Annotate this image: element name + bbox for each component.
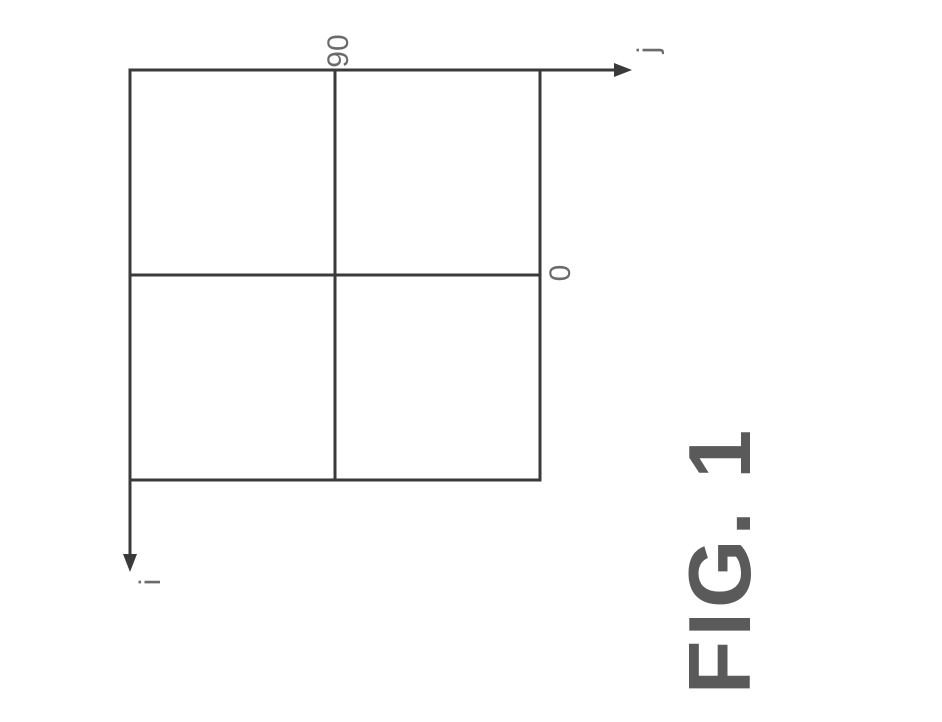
i-axis-arrow [123, 480, 137, 572]
j-axis-label: j [632, 47, 665, 55]
grid [130, 70, 540, 480]
tick-label-0: 90 [322, 34, 355, 67]
i-axis-label: i [134, 579, 167, 586]
j-axis-arrow [540, 63, 632, 77]
tick-label-1: 0 [544, 265, 577, 282]
figure-caption: FIG. 1 [669, 426, 771, 695]
